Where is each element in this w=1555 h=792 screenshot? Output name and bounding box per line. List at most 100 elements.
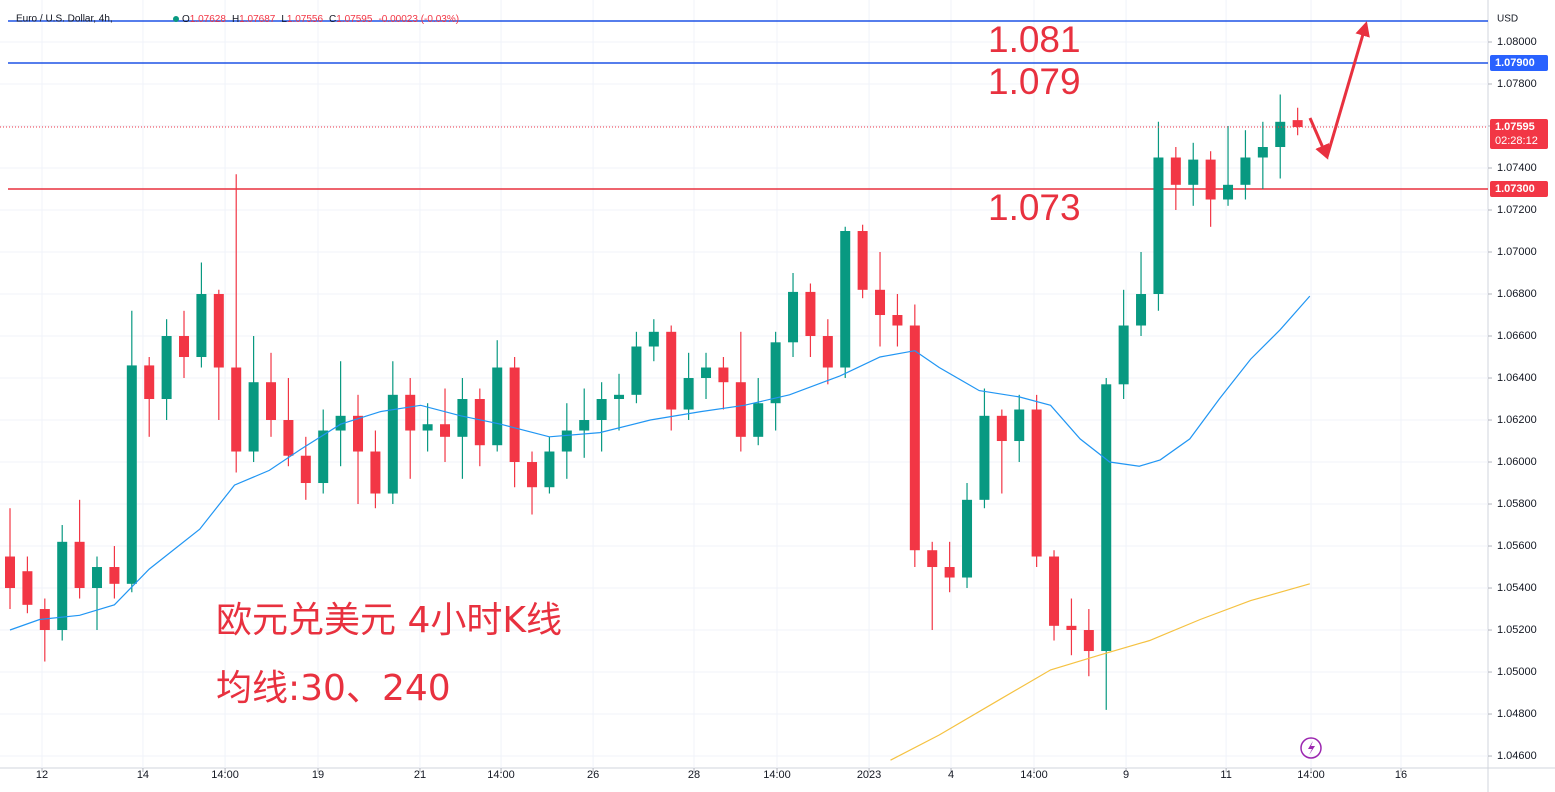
y-tick-label: 1.07200 xyxy=(1497,204,1537,216)
candle-body xyxy=(1292,120,1303,128)
candle-body xyxy=(701,367,712,379)
moving-average xyxy=(9,295,1311,631)
x-tick-label: 16 xyxy=(1395,769,1407,781)
price-tag xyxy=(1490,119,1548,150)
y-tick-label: 1.07400 xyxy=(1497,162,1537,174)
candle-body xyxy=(979,415,990,500)
candle-body xyxy=(596,399,607,421)
candle-body xyxy=(1066,625,1077,631)
y-tick-label: 1.07800 xyxy=(1497,78,1537,90)
status-dot xyxy=(173,16,179,22)
candle-body xyxy=(422,424,433,431)
ohlc-value: 1.07595 xyxy=(336,14,373,25)
candle-body xyxy=(648,331,659,347)
price-tag xyxy=(1490,181,1548,198)
x-tick-label: 14:00 xyxy=(211,769,239,781)
candle-body xyxy=(283,420,294,456)
candle-body xyxy=(74,541,85,589)
candle-body xyxy=(5,556,16,589)
price-countdown: 02:28:12 xyxy=(1495,135,1538,147)
x-tick-label: 28 xyxy=(688,769,700,781)
x-tick-label: 14:00 xyxy=(487,769,515,781)
y-tick-label: 1.04600 xyxy=(1497,750,1537,762)
candle-body xyxy=(1101,384,1112,652)
candle-body xyxy=(718,367,729,383)
candle-body xyxy=(440,424,451,437)
candle-body xyxy=(196,294,207,358)
candle-body xyxy=(1153,157,1164,295)
candle-body xyxy=(1031,409,1042,557)
y-tick-label: 1.06600 xyxy=(1497,330,1537,342)
candle-body xyxy=(631,346,642,395)
candle-body xyxy=(353,415,364,452)
candle-body xyxy=(944,567,955,578)
candle-body xyxy=(875,289,886,316)
candle-body xyxy=(509,367,520,463)
candle-body xyxy=(909,325,920,551)
x-tick-label: 14:00 xyxy=(1297,769,1325,781)
x-tick-label: 21 xyxy=(414,769,426,781)
candle-body xyxy=(753,403,764,437)
note: 欧元兑美元 4小时K线 xyxy=(216,600,562,641)
candle-body xyxy=(544,451,555,488)
candle-body xyxy=(92,567,103,589)
x-tick-label: 12 xyxy=(36,769,48,781)
candle-body xyxy=(1083,630,1094,652)
x-tick-label: 19 xyxy=(312,769,324,781)
alert-icon[interactable] xyxy=(1300,737,1322,759)
candle-body xyxy=(527,462,538,488)
candle-body xyxy=(1240,157,1251,185)
candle-body xyxy=(144,365,155,400)
candle-body xyxy=(892,315,903,326)
annotation: 1.073 xyxy=(988,187,1081,228)
x-tick-label: 4 xyxy=(948,769,954,781)
x-tick-label: 2023 xyxy=(857,769,881,781)
ohlc-change: -0.00023 (-0.03%) xyxy=(378,14,459,25)
annotation: 1.079 xyxy=(988,61,1081,102)
candle-body xyxy=(1188,159,1199,185)
candle-body xyxy=(1136,294,1147,326)
candle-body xyxy=(805,291,816,337)
candle-body xyxy=(161,336,172,400)
candle-body xyxy=(370,451,381,494)
candle-body xyxy=(231,367,242,452)
x-tick-label: 26 xyxy=(587,769,599,781)
candle-body xyxy=(179,336,190,358)
candle-body xyxy=(1170,157,1181,185)
x-tick-label: 14:00 xyxy=(763,769,791,781)
ohlc-key: L xyxy=(281,14,287,25)
candle-body xyxy=(1257,147,1268,158)
candle-body xyxy=(492,367,503,446)
candle-body xyxy=(213,294,224,368)
candle-body xyxy=(1223,184,1234,200)
ohlc-key: O xyxy=(182,14,190,25)
symbol-title: Euro / U.S. Dollar, 4h, xyxy=(16,14,113,25)
candle-body xyxy=(666,331,677,410)
price-tag-label: 1.07595 xyxy=(1495,121,1535,133)
candle-body xyxy=(683,378,694,410)
x-tick-label: 14 xyxy=(137,769,149,781)
alert-bolt xyxy=(1308,741,1315,755)
candle-body xyxy=(474,399,485,446)
candle-body xyxy=(927,550,938,568)
candle-body xyxy=(1205,159,1216,200)
arrow-down xyxy=(1308,117,1330,160)
y-tick-label: 1.07000 xyxy=(1497,246,1537,258)
candle-body xyxy=(57,541,68,631)
y-tick-label: 1.08000 xyxy=(1497,36,1537,48)
candle-body xyxy=(405,394,416,431)
candle-body xyxy=(962,499,973,578)
currency: USD xyxy=(1497,14,1518,25)
candle-body xyxy=(248,382,259,452)
y-tick-label: 1.06000 xyxy=(1497,456,1537,468)
y-tick-label: 1.05600 xyxy=(1497,540,1537,552)
candle-body xyxy=(822,336,833,368)
candle-body xyxy=(109,567,120,584)
arrow-up xyxy=(1325,21,1370,158)
x-tick-label: 11 xyxy=(1220,769,1231,781)
x-tick-label: 14:00 xyxy=(1020,769,1048,781)
note: 均线:30、240 xyxy=(216,668,451,709)
y-tick-label: 1.06800 xyxy=(1497,288,1537,300)
y-tick-label: 1.05400 xyxy=(1497,582,1537,594)
